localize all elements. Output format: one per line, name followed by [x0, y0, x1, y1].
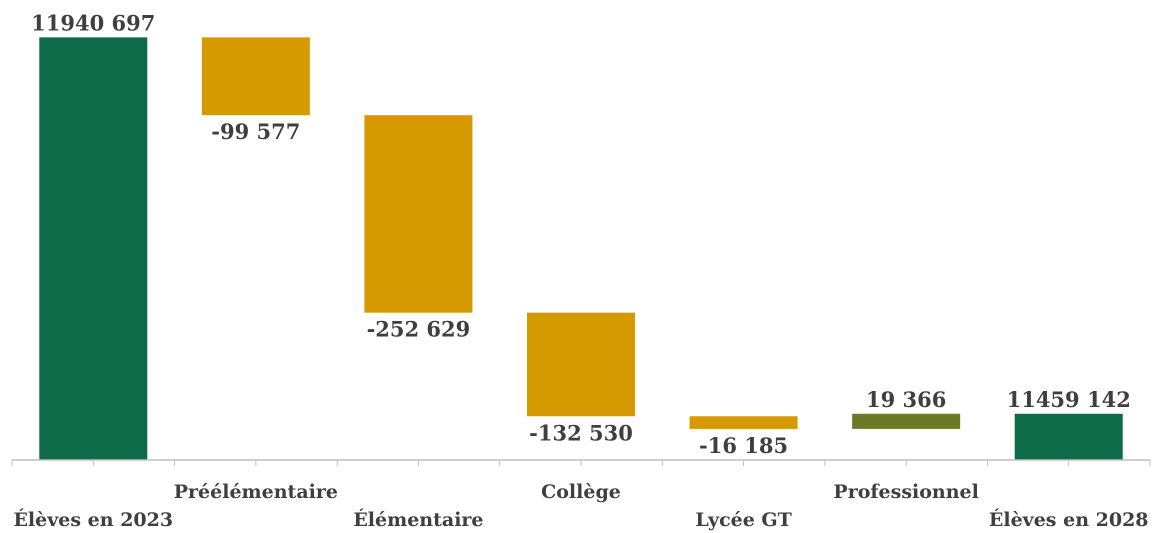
bar-0	[39, 37, 148, 461]
bar-3	[527, 312, 635, 417]
bar-6	[1014, 413, 1123, 460]
bar-4	[689, 416, 798, 429]
x-axis	[11, 459, 1151, 466]
category-label: Professionnel	[833, 481, 978, 503]
category-label: Préélémentaire	[174, 481, 338, 503]
value-label: 11940 697	[31, 10, 155, 35]
value-label: -252 629	[367, 317, 471, 342]
value-label: -99 577	[211, 119, 300, 144]
value-label: 11459 142	[1007, 387, 1131, 412]
value-label: 19 366	[866, 387, 946, 412]
bar-2	[364, 115, 473, 313]
category-label: Élémentaire	[353, 508, 483, 531]
value-label: -16 185	[699, 433, 788, 458]
bar-5	[852, 413, 961, 429]
bars-group	[39, 37, 1123, 461]
value-label: -132 530	[529, 420, 633, 445]
bar-1	[201, 37, 310, 116]
category-label: Lycée GT	[695, 509, 791, 531]
category-label: Élèves en 2028	[989, 508, 1149, 531]
category-label: Élèves en 2023	[13, 508, 173, 531]
category-label: Collège	[541, 481, 621, 503]
labels-group: 11940 697 Élèves en 2023 -99 577 Préélément…	[13, 10, 1148, 531]
